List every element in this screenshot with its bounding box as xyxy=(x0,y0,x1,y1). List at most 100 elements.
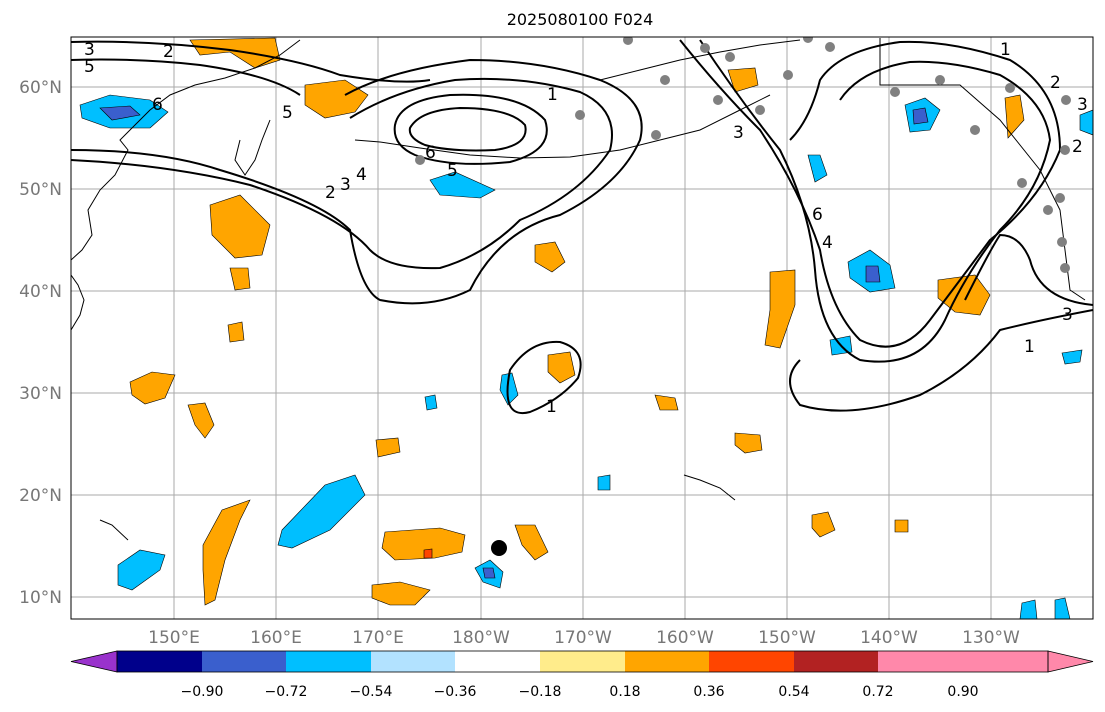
lat-label: 60°N xyxy=(19,78,62,98)
colorbar-segment xyxy=(455,651,540,672)
map-title: 2025080100 F024 xyxy=(506,10,654,29)
positive-anomaly-area xyxy=(229,267,251,291)
positive-anomaly-area xyxy=(129,371,176,405)
colorbar-label: −0.18 xyxy=(519,684,562,700)
lon-label: 170°W xyxy=(554,628,612,648)
positive-anomaly-area xyxy=(547,351,576,384)
positive-anomaly-area xyxy=(209,194,271,259)
positive-anomaly-area xyxy=(227,321,245,343)
colorbar-labels: −0.90 −0.72 −0.54 −0.36 −0.18 0.18 0.36 … xyxy=(181,684,979,700)
positive-anomaly-area xyxy=(202,499,251,606)
negative-anomaly-area xyxy=(912,107,929,125)
colorbar-label: 0.36 xyxy=(693,684,724,700)
colorbar-segment xyxy=(709,651,794,672)
colorbar-frame xyxy=(116,650,1049,673)
colorbar-segment xyxy=(117,651,202,672)
contour-label: 2 xyxy=(325,183,336,203)
colorbar-segment xyxy=(794,651,878,672)
lat-label: 40°N xyxy=(19,282,62,302)
contour-label: 2 xyxy=(1050,73,1061,93)
contour-label: 3 xyxy=(733,123,744,143)
colorbar-segment xyxy=(286,651,371,672)
contours xyxy=(71,39,1093,415)
colorbar-segment xyxy=(878,651,1048,672)
positive-anomaly-area xyxy=(189,37,281,69)
lon-label: 150°W xyxy=(758,628,816,648)
negative-anomaly-area xyxy=(482,567,496,579)
contour-label: 4 xyxy=(356,165,367,185)
colorbar-label: −0.36 xyxy=(434,684,477,700)
lon-label: 160°E xyxy=(250,628,302,648)
contour-label: 6 xyxy=(812,205,823,225)
positive-anomaly-area xyxy=(811,511,836,538)
positive-anomaly-area xyxy=(534,241,566,273)
lat-label: 50°N xyxy=(19,180,62,200)
contour-label: 2 xyxy=(163,42,174,62)
colorbar-label: 0.72 xyxy=(862,684,893,700)
negative-anomaly-area xyxy=(277,474,366,549)
lon-label: 180°W xyxy=(452,628,510,648)
negative-anomaly-area xyxy=(1019,599,1038,619)
contour-label: 6 xyxy=(152,95,163,115)
contour-label: 3 xyxy=(340,175,351,195)
colorbar-label: 0.18 xyxy=(609,684,640,700)
positive-anomaly-area xyxy=(375,437,401,458)
positive-anomaly-area xyxy=(423,548,433,559)
lat-label: 10°N xyxy=(19,588,62,608)
negative-anomaly-area xyxy=(429,171,496,199)
colorbar-segment xyxy=(371,651,455,672)
negative-anomaly-area xyxy=(597,474,611,491)
station-markers xyxy=(415,37,1071,273)
contour-label: 5 xyxy=(84,57,95,77)
colorbar-label: 0.90 xyxy=(947,684,978,700)
positive-anomaly-area xyxy=(381,527,466,561)
colorbar-label: −0.54 xyxy=(350,684,393,700)
lon-label: 160°W xyxy=(656,628,714,648)
positive-anomaly-area xyxy=(304,79,369,119)
positive-anomaly-area xyxy=(734,432,763,454)
positive-anomaly-area xyxy=(187,402,215,439)
positive-anomaly-area xyxy=(654,394,679,411)
contour-label: 2 xyxy=(1072,137,1083,157)
negative-anomaly-area xyxy=(117,549,166,591)
contour-label: 4 xyxy=(822,233,833,253)
colorbar-segment xyxy=(540,651,625,672)
colorbar-segment xyxy=(202,651,286,672)
negative-anomaly-area xyxy=(1079,109,1093,136)
contour-label: 3 xyxy=(1062,305,1073,325)
positive-anomaly-area xyxy=(764,269,796,349)
positive-anomaly-area xyxy=(514,524,549,561)
colorbar-arrow-left xyxy=(70,650,118,673)
negative-anomaly-area xyxy=(1054,597,1071,619)
lat-labels: 60°N 50°N 40°N 30°N 20°N 10°N xyxy=(19,78,62,608)
lon-label: 140°W xyxy=(860,628,918,648)
negative-anomaly-area xyxy=(1061,349,1083,365)
positive-anomaly-area xyxy=(371,581,431,606)
negative-anomaly-area xyxy=(865,265,881,283)
contour-label: 6 xyxy=(425,143,436,163)
positive-anomaly-area xyxy=(1004,94,1025,139)
positive-anomaly-area xyxy=(727,67,759,93)
contour-label: 3 xyxy=(84,40,95,60)
storm-center-marker xyxy=(491,540,507,556)
colorbar-arrow-right xyxy=(1047,650,1094,673)
lon-labels: 150°E 160°E 170°E 180°W 170°W 160°W 150°… xyxy=(148,628,1020,648)
lat-label: 20°N xyxy=(19,486,62,506)
colorbar-label: 0.54 xyxy=(778,684,809,700)
contour-label: 5 xyxy=(282,103,293,123)
contour-label: 1 xyxy=(546,397,557,417)
contour-label: 1 xyxy=(1000,40,1011,60)
contour-label: 3 xyxy=(1077,95,1088,115)
contour-labels: 3 2 5 6 5 1 6 5 4 3 2 1 6 4 3 2 1 1 3 2 … xyxy=(84,40,1088,417)
contour-label: 1 xyxy=(1024,337,1035,357)
positive-anomaly-area xyxy=(894,519,909,533)
lon-label: 170°E xyxy=(352,628,404,648)
contour-label: 5 xyxy=(447,161,458,181)
negative-anomaly-area xyxy=(807,154,828,183)
contour-label: 1 xyxy=(547,85,558,105)
lon-label: 150°E xyxy=(148,628,200,648)
lat-label: 30°N xyxy=(19,384,62,404)
plot-frame xyxy=(70,36,1094,620)
negative-anomaly-area xyxy=(424,394,438,411)
